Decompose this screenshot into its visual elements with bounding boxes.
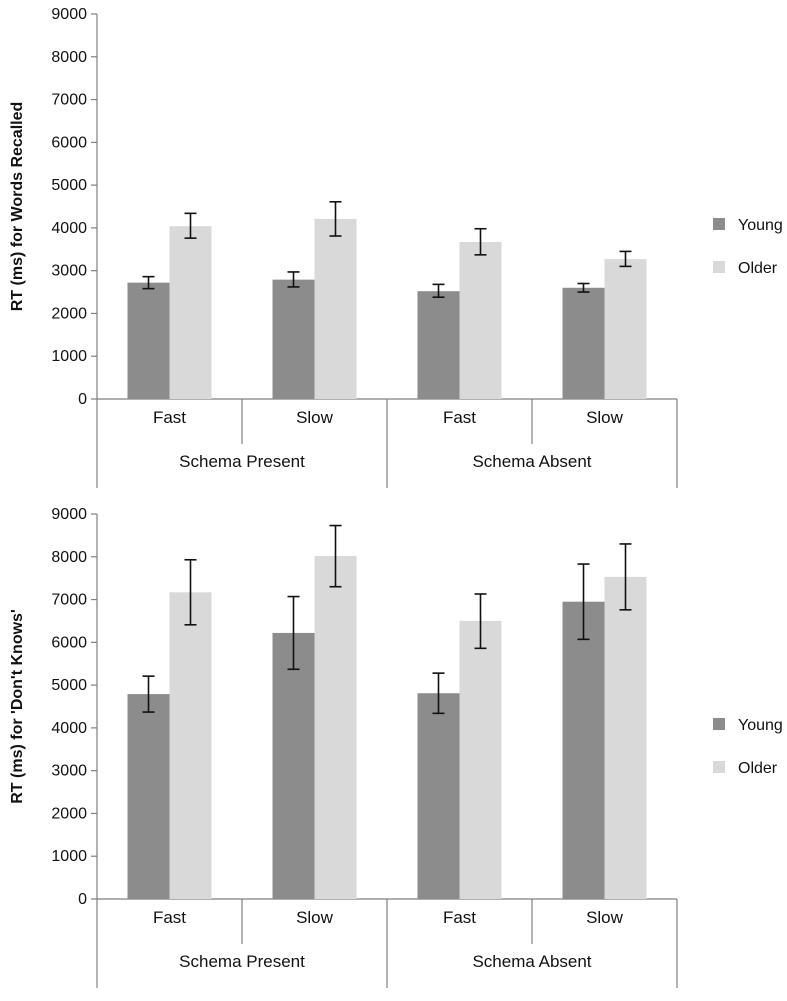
group-label: Schema Present [179,952,305,971]
category-label: Slow [586,908,624,927]
y-tick-label: 9000 [51,6,87,23]
bar-older-4 [604,259,647,399]
error-bar [184,558,197,626]
bar-young-1 [127,282,170,399]
group-label: Schema Present [179,452,305,471]
error-bar [142,275,155,290]
bar-young-3 [417,291,460,399]
legend-label-young: Young [738,717,783,734]
bar-young-3 [417,693,460,899]
category-label: Slow [586,408,624,427]
error-bar [184,212,197,239]
y-tick-label: 2000 [51,805,87,822]
y-axis-title: RT (ms) for Words Recalled [9,102,26,312]
y-axis-title: RT (ms) for 'Don't Knows' [9,609,26,804]
y-tick-label: 8000 [51,49,87,66]
error-bar [577,563,590,641]
bar-young-4 [562,287,605,399]
plot-area: RT (ms) for Words Recalled 0 1000 2000 3000 4… [9,6,783,488]
legend-label-older: Older [738,260,778,277]
y-tick-label: 6000 [51,634,87,651]
plot-area: RT (ms) for 'Don't Knows' 0 1000 2000 3000 40… [9,506,783,988]
legend-swatch-young [713,218,725,230]
y-tick-label: 7000 [51,592,87,609]
category-label: Fast [153,408,186,427]
legend: Young Older [713,217,783,277]
y-tick-label: 4000 [51,220,87,237]
group-label: Schema Absent [472,452,591,471]
y-tick-label: 3000 [51,263,87,280]
y-tick-label: 0 [78,391,87,408]
y-tick-label: 9000 [51,506,87,523]
error-bar [474,593,487,650]
bar-young-2 [272,632,315,899]
legend-swatch-older [713,761,725,773]
y-tick-label: 1000 [51,848,87,865]
y-tick-label: 0 [78,891,87,908]
error-bar [287,595,300,671]
bar-young-1 [127,694,170,899]
bar-older-3 [459,620,502,899]
y-tick-label: 4000 [51,720,87,737]
bar-young-4 [562,601,605,899]
category-label: Fast [153,908,186,927]
error-bar [619,250,632,268]
bar-young-2 [272,279,315,399]
error-bar [619,543,632,611]
category-label: Slow [296,408,334,427]
y-tick-label: 2000 [51,305,87,322]
group-label: Schema Absent [472,952,591,971]
bar-older-2 [314,555,357,899]
y-tick-label: 8000 [51,549,87,566]
y-tick-label: 7000 [51,92,87,109]
error-bar [287,271,300,288]
category-label: Fast [443,408,476,427]
error-bar [142,675,155,713]
chart-dont-knows: RT (ms) for 'Don't Knows' 0 1000 2000 3000 40… [9,506,783,988]
y-tick-label: 5000 [51,177,87,194]
chart-words-recalled: RT (ms) for Words Recalled 0 1000 2000 3000 4… [9,6,783,488]
category-label: Fast [443,908,476,927]
bar-older-1 [169,226,212,399]
legend: Young Older [713,717,783,777]
y-tick-label: 6000 [51,134,87,151]
error-bar [432,283,445,298]
error-bar [329,524,342,588]
bar-older-3 [459,242,502,399]
y-tick-label: 5000 [51,677,87,694]
category-label: Slow [296,908,334,927]
legend-label-older: Older [738,760,778,777]
y-tick-label: 1000 [51,348,87,365]
bar-older-2 [314,218,357,399]
error-bar [474,227,487,256]
error-bar [432,672,445,715]
y-tick-label: 3000 [51,763,87,780]
error-bar [577,282,590,293]
legend-swatch-older [713,261,725,273]
legend-label-young: Young [738,217,783,234]
error-bar [329,200,342,237]
legend-swatch-young [713,718,725,730]
bar-older-4 [604,576,647,899]
bar-older-1 [169,592,212,899]
